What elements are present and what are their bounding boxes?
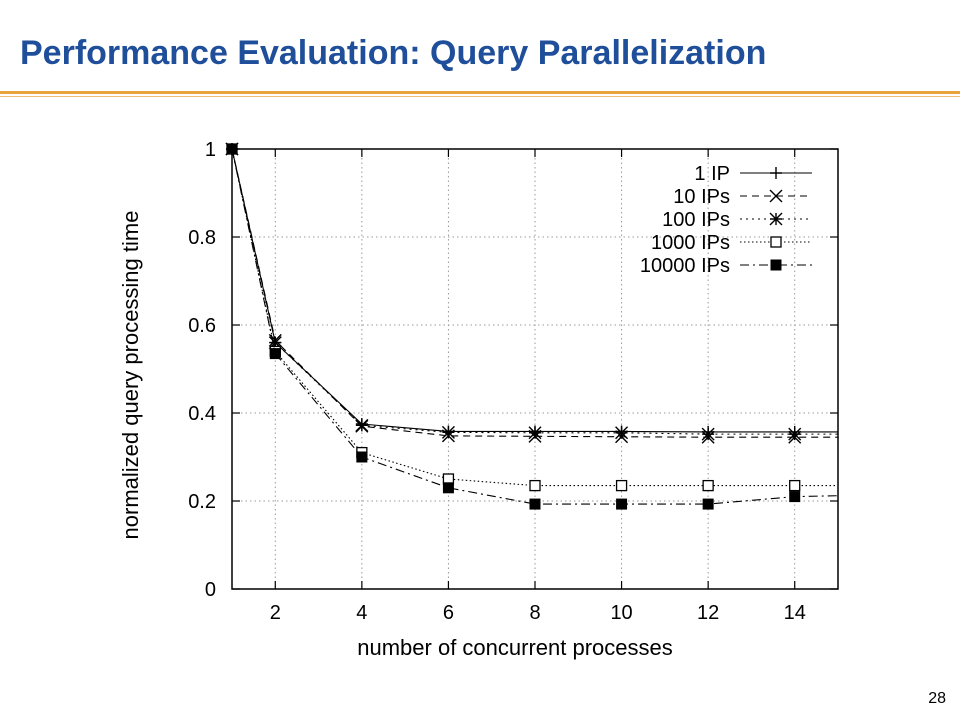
slide-title: Performance Evaluation: Query Paralleliz… [20, 34, 767, 72]
x-tick-label: 10 [610, 602, 632, 624]
legend-marker [769, 212, 783, 226]
legend-marker [770, 167, 782, 179]
x-tick-label: 14 [784, 602, 806, 624]
data-point [441, 425, 455, 439]
data-point [268, 336, 282, 350]
x-axis-label: number of concurrent processes [357, 635, 673, 660]
y-axis-label: normalized query processing time [118, 211, 143, 540]
legend-label: 10 IPs [673, 186, 730, 208]
x-tick-label: 2 [270, 602, 281, 624]
data-point [788, 427, 802, 441]
series-10-ips [225, 142, 838, 444]
series-line [231, 148, 838, 433]
series-line [231, 148, 839, 505]
data-point [269, 348, 281, 360]
data-point [355, 418, 369, 432]
data-point [789, 491, 801, 503]
x-tick-label: 8 [529, 602, 540, 624]
y-tick-label: 0.6 [188, 315, 216, 337]
data-point [356, 451, 368, 463]
legend-label: 10000 IPs [640, 255, 730, 277]
legend-label: 1 IP [694, 163, 730, 185]
line-chart: 2 4 6 8 10 12 14 0 0.2 0.4 0.6 0.8 1 number of concur… [118, 139, 839, 660]
y-tick-label: 0.2 [188, 491, 216, 513]
legend-label: 100 IPs [662, 209, 730, 231]
y-tick-label: 0.4 [188, 403, 216, 425]
legend-label: 1000 IPs [651, 232, 730, 254]
data-point [529, 498, 541, 510]
page-number: 28 [928, 690, 946, 707]
series-line [231, 148, 838, 435]
data-point [615, 479, 628, 492]
data-point [701, 427, 715, 441]
data-point [615, 426, 629, 440]
series-100-ips [225, 142, 838, 441]
y-tick-label: 1 [205, 139, 216, 161]
series-10000-ips [226, 143, 839, 510]
y-tick-label: 0.8 [188, 227, 216, 249]
legend-marker [770, 259, 782, 271]
data-point [528, 426, 542, 440]
data-point [789, 479, 801, 492]
data-point [702, 498, 714, 510]
series-1-ip [226, 143, 838, 438]
data-point [702, 479, 714, 492]
data-point [616, 498, 628, 510]
data-point [529, 479, 541, 492]
series-line [231, 148, 838, 438]
x-tick-label: 4 [356, 602, 367, 624]
grid [232, 149, 838, 589]
legend-marker [770, 236, 782, 248]
title-underline [0, 91, 960, 94]
x-tick-label: 12 [697, 602, 719, 624]
y-tick-label: 0 [205, 579, 216, 601]
title-underline-thin [0, 96, 960, 97]
x-tick-label: 6 [443, 602, 454, 624]
data-point [442, 482, 454, 494]
legend-marker [769, 189, 783, 203]
data-point [226, 143, 238, 155]
